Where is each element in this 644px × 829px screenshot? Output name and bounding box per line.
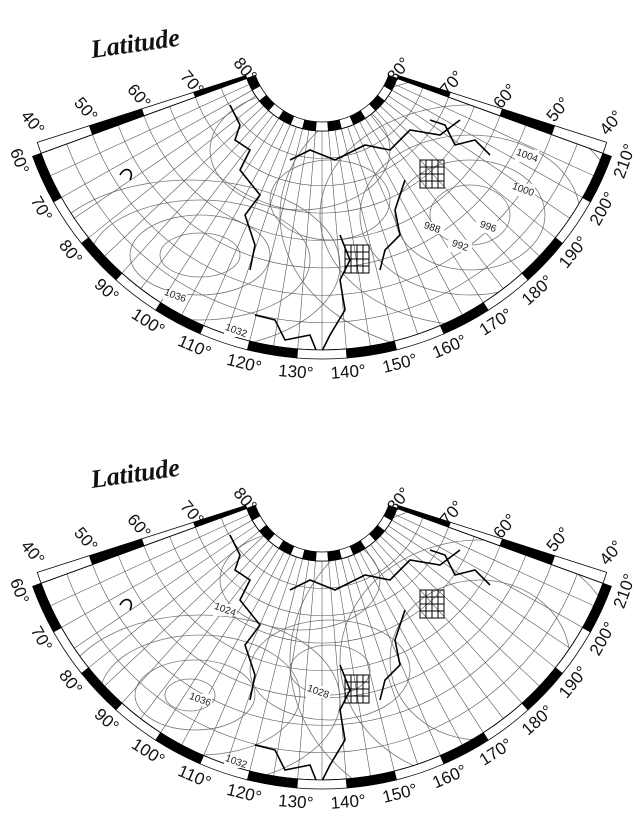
contour-label: 1036	[163, 287, 188, 305]
isobar	[290, 500, 644, 820]
meridian	[74, 526, 256, 648]
border-segment	[303, 550, 317, 561]
border-segment	[82, 238, 122, 280]
coastline	[120, 600, 131, 610]
meridian	[354, 554, 441, 755]
contour-label: 1028	[306, 683, 331, 701]
border-segment	[37, 126, 92, 154]
border-segment	[297, 779, 347, 789]
latitude-label: 50°	[70, 93, 101, 125]
border-segment	[33, 153, 62, 202]
map-title: Latitude	[88, 453, 182, 494]
longitude-label: 140°	[330, 361, 367, 383]
meridian	[335, 130, 371, 346]
meridian	[298, 561, 316, 779]
longitude-label: 150°	[381, 780, 420, 807]
border-segment	[303, 120, 317, 131]
latitude-label: 50°	[543, 523, 574, 555]
latitude-label: 50°	[543, 93, 574, 125]
border-segment	[33, 583, 62, 632]
meridian	[250, 129, 303, 341]
border-segment	[297, 349, 347, 359]
meridian	[348, 557, 418, 764]
figure: Latitude40°50°60°70°80°80°70°60°50°40°60…	[0, 0, 644, 829]
map-panel: Latitude40°50°60°70°80°80°70°60°50°40°60…	[6, 453, 644, 820]
longitude-label: 130°	[278, 791, 315, 813]
isobar	[90, 200, 310, 320]
longitude-label: 60°	[6, 576, 33, 607]
meridian	[226, 557, 296, 764]
latitude-label: 40°	[17, 107, 48, 139]
meridian	[341, 559, 394, 771]
border-segment	[82, 668, 122, 710]
map-title: Latitude	[88, 23, 182, 64]
isobar	[160, 233, 240, 277]
coastline	[120, 170, 131, 180]
meridian	[274, 560, 310, 776]
longitude-label: 120°	[225, 780, 264, 807]
meridian	[348, 127, 418, 334]
longitude-label: 60°	[6, 146, 33, 177]
longitude-label: 130°	[278, 361, 315, 383]
latitude-label: 40°	[17, 537, 48, 569]
meridian	[74, 96, 256, 218]
map-panel: Latitude40°50°60°70°80°80°70°60°50°40°60…	[6, 23, 644, 383]
longitude-label: 120°	[225, 350, 264, 377]
meridian	[371, 545, 504, 719]
longitude-label: 140°	[330, 791, 367, 813]
meridian	[274, 130, 310, 346]
meridian	[371, 115, 504, 289]
longitude-label: 210°	[610, 141, 640, 181]
meridian	[250, 559, 303, 771]
contour-label: 1004	[515, 147, 540, 165]
latitude-label: 40°	[596, 537, 627, 569]
meridian	[226, 127, 296, 334]
coastline	[430, 120, 490, 155]
isobar	[270, 160, 390, 240]
meridian	[298, 131, 316, 349]
border-segment	[315, 122, 328, 131]
border-segment	[315, 552, 328, 561]
longitude-label: 210°	[610, 571, 640, 611]
border-segment	[37, 556, 92, 584]
meridian	[141, 545, 274, 719]
latitude-label: 40°	[596, 107, 627, 139]
meridian	[341, 129, 394, 341]
latitude-label: 50°	[70, 523, 101, 555]
longitude-label: 150°	[381, 350, 420, 377]
